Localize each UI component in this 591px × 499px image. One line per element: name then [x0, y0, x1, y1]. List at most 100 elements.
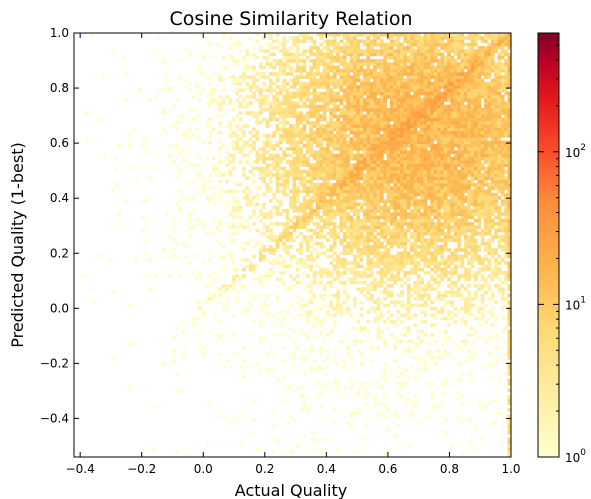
heatmap-cell — [171, 254, 176, 259]
heatmap-cell — [430, 404, 434, 409]
heatmap-cell — [322, 245, 327, 249]
heatmap-cell — [443, 349, 448, 353]
heatmap-cell — [403, 147, 408, 151]
heatmap-cell — [413, 114, 418, 119]
heatmap-cell — [262, 153, 266, 158]
heatmap-cell — [426, 166, 431, 171]
heatmap-cell — [460, 401, 465, 406]
heatmap-cell — [423, 166, 428, 171]
heatmap-cell — [430, 81, 434, 86]
heatmap-cell — [363, 183, 367, 187]
heatmap-cell — [413, 121, 418, 125]
heatmap-cell — [383, 205, 387, 210]
heatmap-cell — [342, 215, 347, 220]
heatmap-cell — [174, 450, 179, 455]
heatmap-cell — [366, 274, 371, 278]
heatmap-cell — [403, 88, 408, 93]
heatmap-cell — [289, 46, 293, 50]
heatmap-cell — [221, 189, 226, 194]
heatmap-cell — [332, 293, 337, 298]
heatmap-cell — [161, 59, 166, 63]
heatmap-cell — [201, 183, 206, 187]
heatmap-cell — [389, 46, 394, 50]
heatmap-cell — [450, 316, 455, 321]
heatmap-cell — [326, 225, 330, 229]
heatmap-cell — [437, 150, 441, 154]
heatmap-cell — [460, 196, 465, 200]
heatmap-cell — [353, 78, 357, 83]
heatmap-cell — [255, 33, 260, 37]
heatmap-cell — [208, 55, 213, 60]
heatmap-cell — [272, 114, 276, 119]
heatmap-cell — [322, 55, 327, 60]
heatmap-cell — [410, 261, 414, 265]
heatmap-cell — [366, 94, 371, 99]
heatmap-cell — [342, 94, 347, 99]
heatmap-cell — [302, 186, 307, 190]
heatmap-cell — [353, 186, 357, 190]
heatmap-cell — [272, 98, 276, 102]
heatmap-cell — [302, 209, 307, 213]
heatmap-cell — [218, 293, 223, 298]
heatmap-cell — [460, 258, 465, 262]
heatmap-cell — [356, 130, 361, 135]
heatmap-cell — [322, 101, 327, 106]
heatmap-cell — [326, 189, 330, 194]
heatmap-cell — [393, 88, 398, 93]
heatmap-cell — [457, 199, 461, 203]
heatmap-cell — [292, 85, 297, 89]
heatmap-cell — [329, 65, 334, 70]
heatmap-cell — [336, 303, 340, 308]
heatmap-cell — [329, 218, 334, 223]
heatmap-cell — [339, 176, 344, 181]
heatmap-cell — [272, 163, 276, 168]
heatmap-cell — [437, 284, 441, 288]
heatmap-cell — [235, 134, 240, 138]
heatmap-cell — [205, 297, 209, 301]
heatmap-cell — [386, 258, 391, 262]
heatmap-cell — [356, 261, 361, 265]
heatmap-cell — [386, 163, 391, 168]
heatmap-cell — [450, 36, 455, 40]
heatmap-cell — [437, 62, 441, 66]
heatmap-cell — [279, 88, 283, 93]
heatmap-cell — [262, 81, 266, 86]
heatmap-cell — [353, 42, 357, 47]
heatmap-cell — [373, 277, 377, 282]
heatmap-cell — [342, 127, 347, 132]
heatmap-cell — [221, 173, 226, 177]
heatmap-cell — [420, 46, 424, 50]
heatmap-cell — [437, 39, 441, 44]
heatmap-cell — [295, 101, 300, 106]
heatmap-cell — [423, 52, 428, 57]
heatmap-cell — [231, 189, 236, 194]
heatmap-cell — [339, 238, 344, 243]
heatmap-cell — [443, 192, 448, 197]
heatmap-cell — [396, 238, 401, 243]
heatmap-cell — [453, 121, 458, 125]
heatmap-cell — [420, 297, 424, 301]
heatmap-cell — [332, 42, 337, 47]
heatmap-cell — [272, 205, 276, 210]
heatmap-cell — [205, 124, 209, 128]
heatmap-cell — [383, 111, 387, 115]
heatmap-cell — [312, 183, 317, 187]
heatmap-cell — [282, 130, 287, 135]
heatmap-cell — [433, 36, 438, 40]
heatmap-cell — [426, 245, 431, 249]
heatmap-cell — [373, 320, 377, 324]
heatmap-cell — [316, 215, 320, 220]
heatmap-cell — [275, 130, 280, 135]
heatmap-cell — [228, 52, 233, 57]
heatmap-cell — [373, 39, 377, 44]
heatmap-cell — [292, 196, 297, 200]
heatmap-cell — [450, 147, 455, 151]
heatmap-cell — [440, 91, 445, 96]
heatmap-cell — [231, 140, 236, 145]
heatmap-cell — [403, 98, 408, 102]
heatmap-cell — [430, 88, 434, 93]
heatmap-cell — [433, 173, 438, 177]
heatmap-cell — [373, 143, 377, 148]
heatmap-cell — [312, 192, 317, 197]
heatmap-cell — [420, 202, 424, 207]
